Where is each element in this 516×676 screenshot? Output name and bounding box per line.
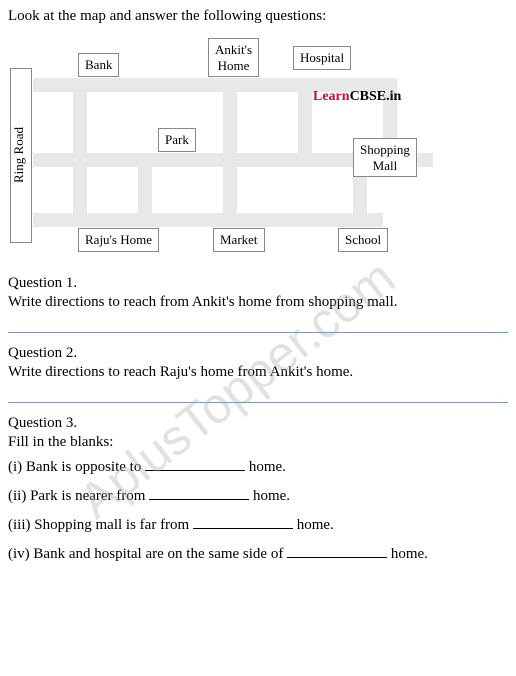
road-v2 xyxy=(138,153,152,223)
ankits-line2: Home xyxy=(218,58,250,73)
q3-iii-post: home. xyxy=(293,517,334,533)
q3-ii-blank[interactable] xyxy=(149,486,249,500)
bank-box: Bank xyxy=(78,53,119,77)
road-v1 xyxy=(73,78,87,223)
q3-i-post: home. xyxy=(245,459,286,475)
park-box: Park xyxy=(158,128,196,152)
q3-text: Fill in the blanks: xyxy=(8,434,508,451)
q3-iv-blank[interactable] xyxy=(287,544,387,558)
q2-answer-line[interactable] xyxy=(8,387,508,403)
road-v3 xyxy=(223,78,237,223)
q3-iii-blank[interactable] xyxy=(193,515,293,529)
q1-answer-line[interactable] xyxy=(8,317,508,333)
shopping-line2: Mall xyxy=(373,158,398,173)
q3-title: Question 3. xyxy=(8,415,508,432)
brand-learn: Learn xyxy=(313,89,350,104)
ankits-line1: Ankit's xyxy=(215,42,252,57)
q3-option-iv: (iv) Bank and hospital are on the same s… xyxy=(8,544,508,563)
rajus-home-box: Raju's Home xyxy=(78,228,159,252)
question-3: Question 3. Fill in the blanks: (i) Bank… xyxy=(8,415,508,563)
market-box: Market xyxy=(213,228,265,252)
instruction-text: Look at the map and answer the following… xyxy=(8,8,508,25)
q3-ii-pre: (ii) Park is nearer from xyxy=(8,488,149,504)
learncbse-brand: LearnCBSE.in xyxy=(313,89,401,105)
q2-text: Write directions to reach Raju's home fr… xyxy=(8,364,508,381)
q3-i-blank[interactable] xyxy=(145,457,245,471)
question-1: Question 1. Write directions to reach fr… xyxy=(8,275,508,333)
q3-iv-pre: (iv) Bank and hospital are on the same s… xyxy=(8,546,287,562)
school-box: School xyxy=(338,228,388,252)
q2-title: Question 2. xyxy=(8,345,508,362)
shopping-mall-box: Shopping Mall xyxy=(353,138,417,177)
brand-cbse: CBSE.in xyxy=(350,89,402,104)
ankits-home-box: Ankit's Home xyxy=(208,38,259,77)
q3-option-i: (i) Bank is opposite to home. xyxy=(8,457,508,476)
ring-road-label: Ring Road xyxy=(10,68,32,243)
hospital-box: Hospital xyxy=(293,46,351,70)
q3-option-ii: (ii) Park is nearer from home. xyxy=(8,486,508,505)
shopping-line1: Shopping xyxy=(360,142,410,157)
q3-option-iii: (iii) Shopping mall is far from home. xyxy=(8,515,508,534)
q3-ii-post: home. xyxy=(249,488,290,504)
map-diagram: Ring Road Bank Ankit's Home Hospital Par… xyxy=(8,33,438,263)
road-v4 xyxy=(298,78,312,158)
q3-i-pre: (i) Bank is opposite to xyxy=(8,459,145,475)
q1-title: Question 1. xyxy=(8,275,508,292)
q3-iii-pre: (iii) Shopping mall is far from xyxy=(8,517,193,533)
question-2: Question 2. Write directions to reach Ra… xyxy=(8,345,508,403)
q1-text: Write directions to reach from Ankit's h… xyxy=(8,294,508,311)
q3-iv-post: home. xyxy=(387,546,428,562)
